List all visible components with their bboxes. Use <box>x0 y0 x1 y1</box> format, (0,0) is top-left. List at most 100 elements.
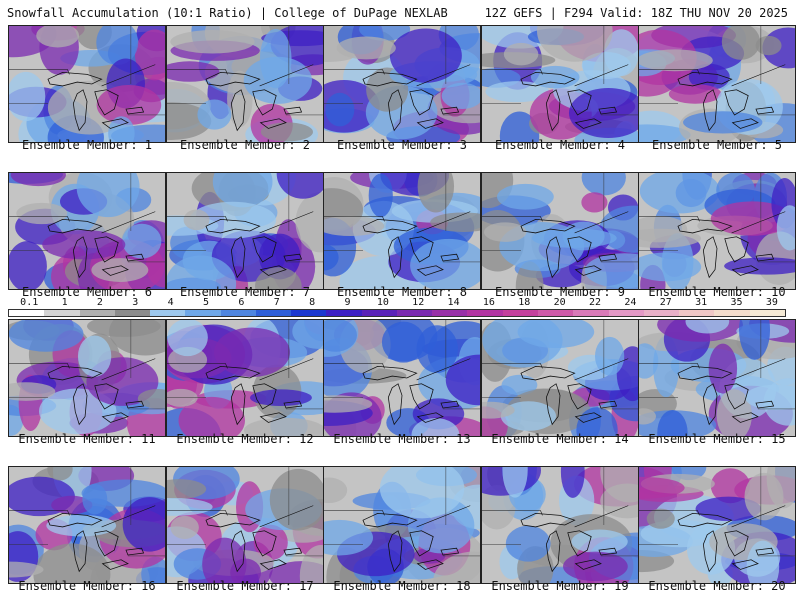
ensemble-map-7 <box>166 172 324 290</box>
colorbar-tick-label: 20 <box>553 297 566 308</box>
ensemble-map-5 <box>638 25 796 143</box>
ensemble-member-label: Ensemble Member: 1 <box>21 138 153 152</box>
colorbar-tick-label: 24 <box>624 297 637 308</box>
ensemble-map-8 <box>323 172 481 290</box>
ensemble-member-label: Ensemble Member: 16 <box>18 579 156 593</box>
snowfall-map <box>639 467 795 583</box>
ensemble-map-1 <box>8 25 166 143</box>
snowfall-map <box>639 26 795 142</box>
ensemble-member-label: Ensemble Member: 10 <box>648 285 786 299</box>
colorbar-segment <box>185 310 221 316</box>
snowfall-map <box>324 173 480 289</box>
snowfall-map <box>167 467 323 583</box>
snowfall-map <box>167 26 323 142</box>
ensemble-map-3 <box>323 25 481 143</box>
ensemble-map-11 <box>8 319 166 437</box>
snowfall-map <box>167 320 323 436</box>
colorbar-tick-label: 39 <box>765 297 778 308</box>
ensemble-map-12 <box>166 319 324 437</box>
colorbar-segment <box>537 310 574 316</box>
ensemble-map-4 <box>481 25 639 143</box>
header: Snowfall Accumulation (10:1 Ratio) | Col… <box>0 0 800 22</box>
colorbar-segment <box>643 310 680 316</box>
snowfall-map <box>482 320 638 436</box>
colorbar-segment <box>150 310 186 316</box>
colorbar-tick-label: 27 <box>659 297 672 308</box>
snowfall-map <box>482 467 638 583</box>
colorbar-segment <box>679 310 715 316</box>
colorbar-tick-label: 8 <box>309 297 316 308</box>
ensemble-map-9 <box>481 172 639 290</box>
snowfall-map <box>324 320 480 436</box>
ensemble-member-label: Ensemble Member: 12 <box>176 432 314 446</box>
colorbar-tick-label: 2 <box>96 297 103 308</box>
snowfall-map <box>639 173 795 289</box>
colorbar-tick-label: 9 <box>344 297 351 308</box>
snowfall-map <box>324 467 480 583</box>
colorbar-segment <box>220 310 256 316</box>
ensemble-member-label: Ensemble Member: 19 <box>491 579 629 593</box>
snowfall-map <box>482 173 638 289</box>
ensemble-member-label: Ensemble Member: 11 <box>18 432 156 446</box>
ensemble-member-label: Ensemble Member: 9 <box>494 285 626 299</box>
colorbar-tick-label: 31 <box>695 297 708 308</box>
ensemble-map-20 <box>638 466 796 584</box>
ensemble-map-17 <box>166 466 324 584</box>
map-title: Snowfall Accumulation (10:1 Ratio) | Col… <box>7 6 448 20</box>
colorbar-segment <box>432 310 468 316</box>
colorbar-tick-label: 1 <box>61 297 68 308</box>
ensemble-member-label: Ensemble Member: 17 <box>176 579 314 593</box>
colorbar-segment <box>714 310 750 316</box>
colorbar-tick-label: 18 <box>518 297 531 308</box>
colorbar-tick-label: 0.1 <box>20 297 39 308</box>
ensemble-map-16 <box>8 466 166 584</box>
colorbar-tick-label: 35 <box>730 297 743 308</box>
ensemble-member-label: Ensemble Member: 20 <box>648 579 786 593</box>
snowfall-map <box>9 467 165 583</box>
ensemble-map-14 <box>481 319 639 437</box>
ensemble-member-label: Ensemble Member: 4 <box>494 138 626 152</box>
snowfall-map <box>167 173 323 289</box>
ensemble-member-label: Ensemble Member: 14 <box>491 432 629 446</box>
colorbar-segment <box>9 310 45 316</box>
colorbar-segment <box>44 310 80 316</box>
snowfall-map <box>9 173 165 289</box>
ensemble-map-6 <box>8 172 166 290</box>
ensemble-member-label: Ensemble Member: 7 <box>179 285 311 299</box>
colorbar-tick-label: 22 <box>589 297 602 308</box>
colorbar-segment <box>326 310 362 316</box>
colorbar-segment <box>79 310 115 316</box>
colorbar-segment <box>114 310 151 316</box>
ensemble-map-13 <box>323 319 481 437</box>
ensemble-member-label: Ensemble Member: 2 <box>179 138 311 152</box>
ensemble-map-10 <box>638 172 796 290</box>
colorbar-segment <box>502 310 538 316</box>
colorbar-segment <box>396 310 433 316</box>
colorbar-tick-label: 10 <box>376 297 389 308</box>
colorbar <box>8 309 786 317</box>
colorbar-tick-label: 16 <box>482 297 495 308</box>
ensemble-member-label: Ensemble Member: 13 <box>333 432 471 446</box>
ensemble-member-label: Ensemble Member: 6 <box>21 285 153 299</box>
colorbar-tick-label: 12 <box>412 297 425 308</box>
colorbar-segment <box>608 310 644 316</box>
colorbar-segment <box>255 310 292 316</box>
colorbar-tick-label: 6 <box>238 297 245 308</box>
ensemble-map-15 <box>638 319 796 437</box>
ensemble-member-label: Ensemble Member: 15 <box>648 432 786 446</box>
snowfall-map <box>482 26 638 142</box>
ensemble-member-label: Ensemble Member: 3 <box>336 138 468 152</box>
snowfall-map <box>9 320 165 436</box>
snowfall-map <box>639 320 795 436</box>
colorbar-segment <box>467 310 503 316</box>
colorbar-tick-label: 7 <box>273 297 280 308</box>
colorbar-segment <box>749 310 785 316</box>
colorbar-tick-label: 4 <box>167 297 174 308</box>
colorbar-tick-label: 3 <box>132 297 139 308</box>
colorbar-segment <box>361 310 397 316</box>
ensemble-member-label: Ensemble Member: 18 <box>333 579 471 593</box>
ensemble-map-18 <box>323 466 481 584</box>
snowfall-map <box>324 26 480 142</box>
ensemble-member-label: Ensemble Member: 5 <box>651 138 783 152</box>
colorbar-tick-label: 5 <box>203 297 210 308</box>
